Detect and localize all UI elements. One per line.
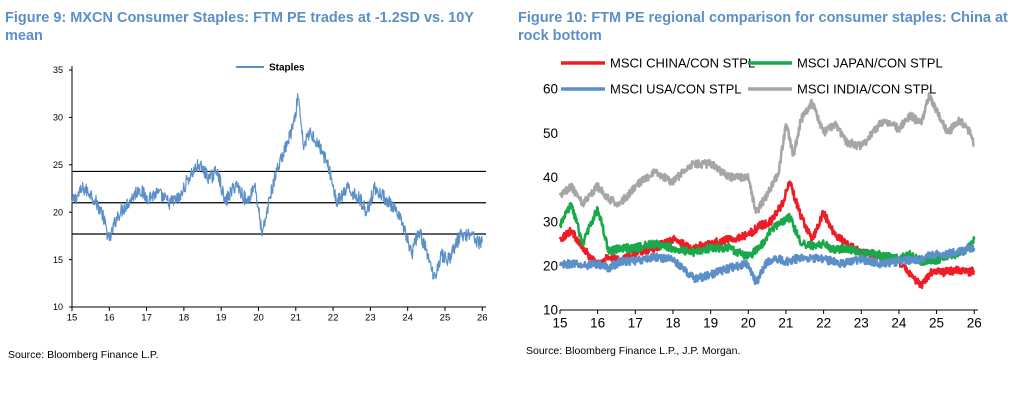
x-tick-label: 19 <box>703 316 718 331</box>
x-tick-label: 24 <box>891 316 907 331</box>
series-line-msci-india-con-stpl <box>558 92 976 214</box>
x-tick-label: 19 <box>216 313 227 324</box>
y-tick-label: 25 <box>53 160 63 170</box>
x-tick-label: 20 <box>253 313 264 324</box>
y-tick-label: 30 <box>543 214 558 229</box>
legend-label: MSCI INDIA/CON STPL <box>797 82 936 97</box>
x-tick-label: 25 <box>929 316 944 331</box>
x-tick-label: 17 <box>141 313 152 324</box>
x-tick-label: 18 <box>179 313 190 324</box>
x-tick-label: 23 <box>854 316 869 331</box>
legend-label: Staples <box>269 63 305 74</box>
figure-9-source: Source: Bloomberg Finance L.P. <box>8 349 159 361</box>
series-line-msci-japan-con-stpl <box>558 202 976 267</box>
y-tick-label: 50 <box>543 126 558 141</box>
x-tick-label: 22 <box>328 313 339 324</box>
x-tick-label: 16 <box>590 316 605 331</box>
y-tick-label: 20 <box>543 258 558 273</box>
figure-10-title: Figure 10: FTM PE regional comparison fo… <box>518 10 1008 44</box>
x-tick-label: 20 <box>741 316 756 331</box>
series-line-msci-china-con-stpl <box>558 180 976 290</box>
x-tick-label: 15 <box>67 313 78 324</box>
figure-10-panel: Figure 10: FTM PE regional comparison fo… <box>512 0 1024 403</box>
x-tick-label: 23 <box>365 313 376 324</box>
x-tick-label: 24 <box>402 313 413 324</box>
y-tick-label: 35 <box>53 65 63 75</box>
y-tick-label: 20 <box>53 207 63 217</box>
x-tick-label: 18 <box>665 316 680 331</box>
y-tick-label: 40 <box>543 170 558 185</box>
y-tick-label: 10 <box>543 303 558 318</box>
x-tick-label: 26 <box>967 316 982 331</box>
x-tick-label: 15 <box>552 316 567 331</box>
series-line-staples <box>71 93 483 280</box>
figure-10-source: Source: Bloomberg Finance L.P., J.P. Mor… <box>526 345 741 357</box>
x-tick-label: 16 <box>104 313 115 324</box>
x-tick-label: 22 <box>816 316 831 331</box>
y-tick-label: 60 <box>543 82 558 97</box>
figure-9-title: Figure 9: MXCN Consumer Staples: FTM PE … <box>5 10 474 44</box>
x-tick-label: 26 <box>477 313 488 324</box>
legend-label: MSCI CHINA/CON STPL <box>610 56 755 71</box>
figure-9-chart: 10 15 20 25 30 35 15 16 17 18 19 20 21 22 23 24 25 26 Stap… <box>53 63 488 324</box>
x-tick-label: 25 <box>440 313 451 324</box>
x-tick-label: 21 <box>290 313 301 324</box>
legend-label: MSCI USA/CON STPL <box>610 82 741 97</box>
y-tick-label: 10 <box>53 302 63 312</box>
x-tick-label: 17 <box>628 316 643 331</box>
x-tick-label: 21 <box>778 316 793 331</box>
series-line-msci-usa-con-stpl <box>558 243 976 286</box>
figure-9-panel: Figure 9: MXCN Consumer Staples: FTM PE … <box>5 10 488 361</box>
figure-10-chart: 10 20 30 40 50 60 15 16 17 18 19 20 21 22 23 24 25 26 MSCI… <box>543 56 982 331</box>
legend-label: MSCI JAPAN/CON STPL <box>797 56 943 71</box>
y-tick-label: 30 <box>53 113 63 123</box>
y-tick-label: 15 <box>53 255 63 265</box>
